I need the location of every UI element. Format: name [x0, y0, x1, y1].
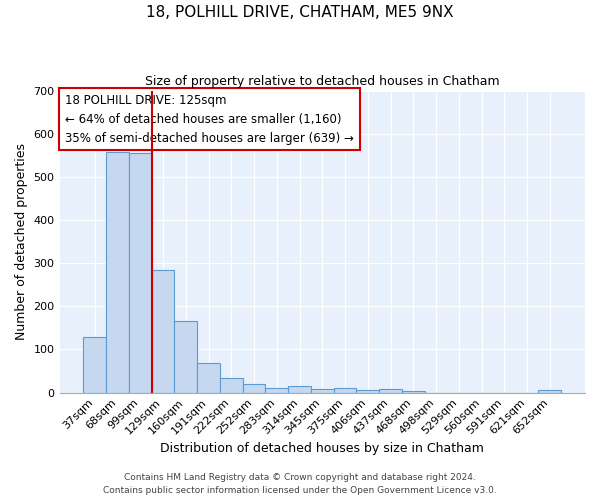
X-axis label: Distribution of detached houses by size in Chatham: Distribution of detached houses by size …	[160, 442, 484, 455]
Bar	[265, 388, 288, 392]
Bar	[334, 388, 356, 392]
Bar	[220, 378, 242, 392]
Bar	[538, 390, 561, 392]
Bar	[197, 364, 220, 392]
Bar	[242, 384, 265, 392]
Bar	[106, 152, 129, 392]
Bar	[379, 389, 402, 392]
Bar	[83, 338, 106, 392]
Text: 18 POLHILL DRIVE: 125sqm
← 64% of detached houses are smaller (1,160)
35% of sem: 18 POLHILL DRIVE: 125sqm ← 64% of detach…	[65, 94, 353, 144]
Title: Size of property relative to detached houses in Chatham: Size of property relative to detached ho…	[145, 75, 500, 88]
Bar	[129, 153, 152, 392]
Text: 18, POLHILL DRIVE, CHATHAM, ME5 9NX: 18, POLHILL DRIVE, CHATHAM, ME5 9NX	[146, 5, 454, 20]
Bar	[175, 322, 197, 392]
Text: Contains HM Land Registry data © Crown copyright and database right 2024.
Contai: Contains HM Land Registry data © Crown c…	[103, 474, 497, 495]
Bar	[288, 386, 311, 392]
Y-axis label: Number of detached properties: Number of detached properties	[15, 143, 28, 340]
Bar	[311, 389, 334, 392]
Bar	[356, 390, 379, 392]
Bar	[152, 270, 175, 392]
